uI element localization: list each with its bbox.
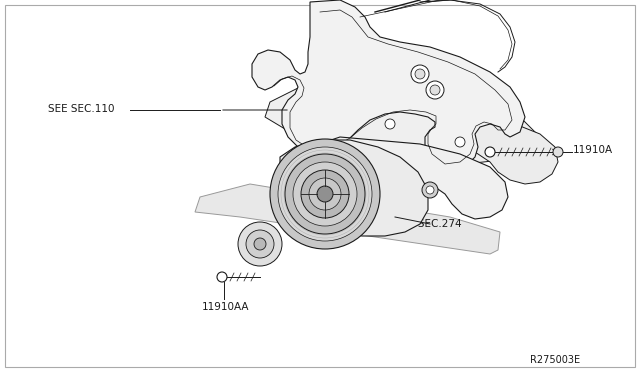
Circle shape xyxy=(385,119,395,129)
Circle shape xyxy=(278,147,372,241)
Circle shape xyxy=(426,186,434,194)
Circle shape xyxy=(553,147,563,157)
Circle shape xyxy=(455,137,465,147)
Text: R275003E: R275003E xyxy=(530,355,580,365)
Polygon shape xyxy=(280,140,428,236)
Polygon shape xyxy=(195,184,500,254)
Circle shape xyxy=(309,178,341,210)
Circle shape xyxy=(411,65,429,83)
Text: 11910AA: 11910AA xyxy=(202,302,250,312)
Text: 11910A: 11910A xyxy=(573,145,613,155)
Circle shape xyxy=(293,162,357,226)
Polygon shape xyxy=(265,62,540,172)
Circle shape xyxy=(422,182,438,198)
Circle shape xyxy=(301,170,349,218)
Circle shape xyxy=(246,230,274,258)
Polygon shape xyxy=(285,137,508,219)
Circle shape xyxy=(426,81,444,99)
Polygon shape xyxy=(448,107,558,184)
Polygon shape xyxy=(252,0,525,167)
Circle shape xyxy=(285,154,365,234)
Circle shape xyxy=(430,85,440,95)
Circle shape xyxy=(238,222,282,266)
Circle shape xyxy=(254,238,266,250)
Circle shape xyxy=(485,147,495,157)
Circle shape xyxy=(415,69,425,79)
Circle shape xyxy=(317,186,333,202)
Circle shape xyxy=(270,139,380,249)
Text: SEE SEC.110: SEE SEC.110 xyxy=(48,104,115,114)
Circle shape xyxy=(217,272,227,282)
Text: SEE SEC.274: SEE SEC.274 xyxy=(395,219,461,229)
